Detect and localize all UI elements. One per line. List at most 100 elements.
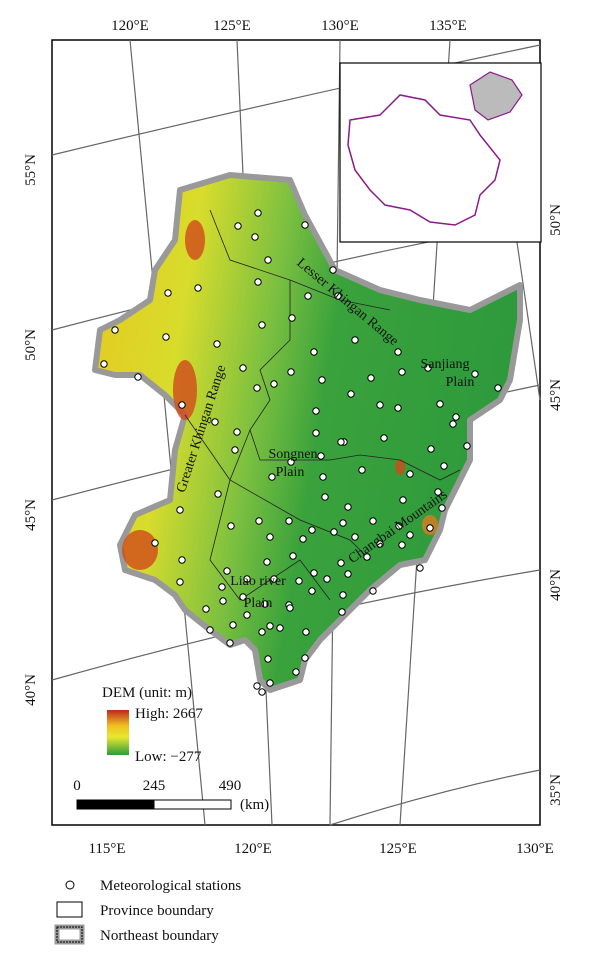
station: [292, 668, 300, 676]
station: [376, 540, 384, 548]
station: [436, 400, 444, 408]
station: [394, 348, 402, 356]
station: [312, 407, 320, 415]
station: [162, 333, 170, 341]
station: [395, 522, 403, 530]
station: [258, 688, 266, 696]
station: [308, 587, 316, 595]
region-label: Liao river Plain: [230, 574, 286, 611]
lat-label: 55°N: [23, 154, 39, 186]
station: [438, 504, 446, 512]
station: [363, 553, 371, 561]
station: [258, 321, 266, 329]
station: [398, 541, 406, 549]
province-boundaries: [184, 209, 461, 601]
station: [318, 376, 326, 384]
station: [394, 404, 402, 412]
station: [301, 221, 309, 229]
station: [347, 390, 355, 398]
station: [376, 401, 384, 409]
lon-label: 120°E: [234, 841, 272, 857]
station: [299, 535, 307, 543]
station: [178, 556, 186, 564]
station: [287, 458, 295, 466]
station: [100, 360, 108, 368]
station: [449, 420, 457, 428]
lon-label: 135°E: [429, 18, 467, 34]
station: [440, 462, 448, 470]
lat-label: 50°N: [23, 329, 39, 361]
station: [452, 413, 460, 421]
station: [424, 364, 432, 372]
station: [308, 526, 316, 534]
station: [223, 567, 231, 575]
station: [321, 493, 329, 501]
legend: Meteorological stations Province boundar…: [54, 878, 241, 945]
station: [367, 374, 375, 382]
station: [369, 587, 377, 595]
station: [263, 558, 271, 566]
station: [276, 624, 284, 632]
station: [286, 604, 294, 612]
station: [288, 314, 296, 322]
station: [406, 470, 414, 478]
station: [339, 591, 347, 599]
station: [338, 608, 346, 616]
station: [426, 524, 434, 532]
station: [254, 278, 262, 286]
station: [351, 336, 359, 344]
lon-label: 125°E: [379, 841, 417, 857]
station: [351, 533, 359, 541]
station: [266, 622, 274, 630]
station: [334, 292, 342, 300]
station: [312, 429, 320, 437]
station: [251, 233, 259, 241]
station: [239, 364, 247, 372]
station: [304, 292, 312, 300]
station: [253, 682, 261, 690]
station: [344, 503, 352, 511]
station: [164, 289, 172, 297]
station: [494, 384, 502, 392]
station: [301, 654, 309, 662]
dem-legend: DEM (unit: m) High: 2667 Low: −277: [102, 685, 203, 765]
station: [319, 473, 327, 481]
station: [233, 428, 241, 436]
station: [337, 559, 345, 567]
station: [270, 380, 278, 388]
station: [427, 445, 435, 453]
station: [330, 528, 338, 536]
station: [380, 434, 388, 442]
scale-tick: 245: [143, 778, 166, 794]
scale-unit: (km): [240, 797, 269, 813]
station: [264, 655, 272, 663]
lon-label: 125°E: [213, 18, 251, 34]
lat-label: 40°N: [23, 674, 39, 706]
station: [253, 384, 261, 392]
station: [213, 340, 221, 348]
lat-label: 40°N: [548, 569, 564, 601]
station: [239, 593, 247, 601]
station: [111, 326, 119, 334]
scale-tick: 490: [219, 778, 242, 794]
station: [202, 605, 210, 613]
legend-label: Northeast boundary: [100, 928, 219, 944]
station: [219, 597, 227, 605]
station: [266, 533, 274, 541]
stations: [100, 209, 502, 696]
lon-label: 120°E: [111, 18, 149, 34]
station: [270, 575, 278, 583]
station: [226, 639, 234, 647]
station: [255, 517, 263, 525]
station: [289, 552, 297, 560]
station: [243, 575, 251, 583]
station: [295, 577, 303, 585]
scale-tick: 0: [73, 778, 81, 794]
station: [285, 517, 293, 525]
station: [264, 256, 272, 264]
station: [211, 418, 219, 426]
station: [268, 473, 276, 481]
inset-northeast: [469, 71, 523, 121]
station: [323, 575, 331, 583]
